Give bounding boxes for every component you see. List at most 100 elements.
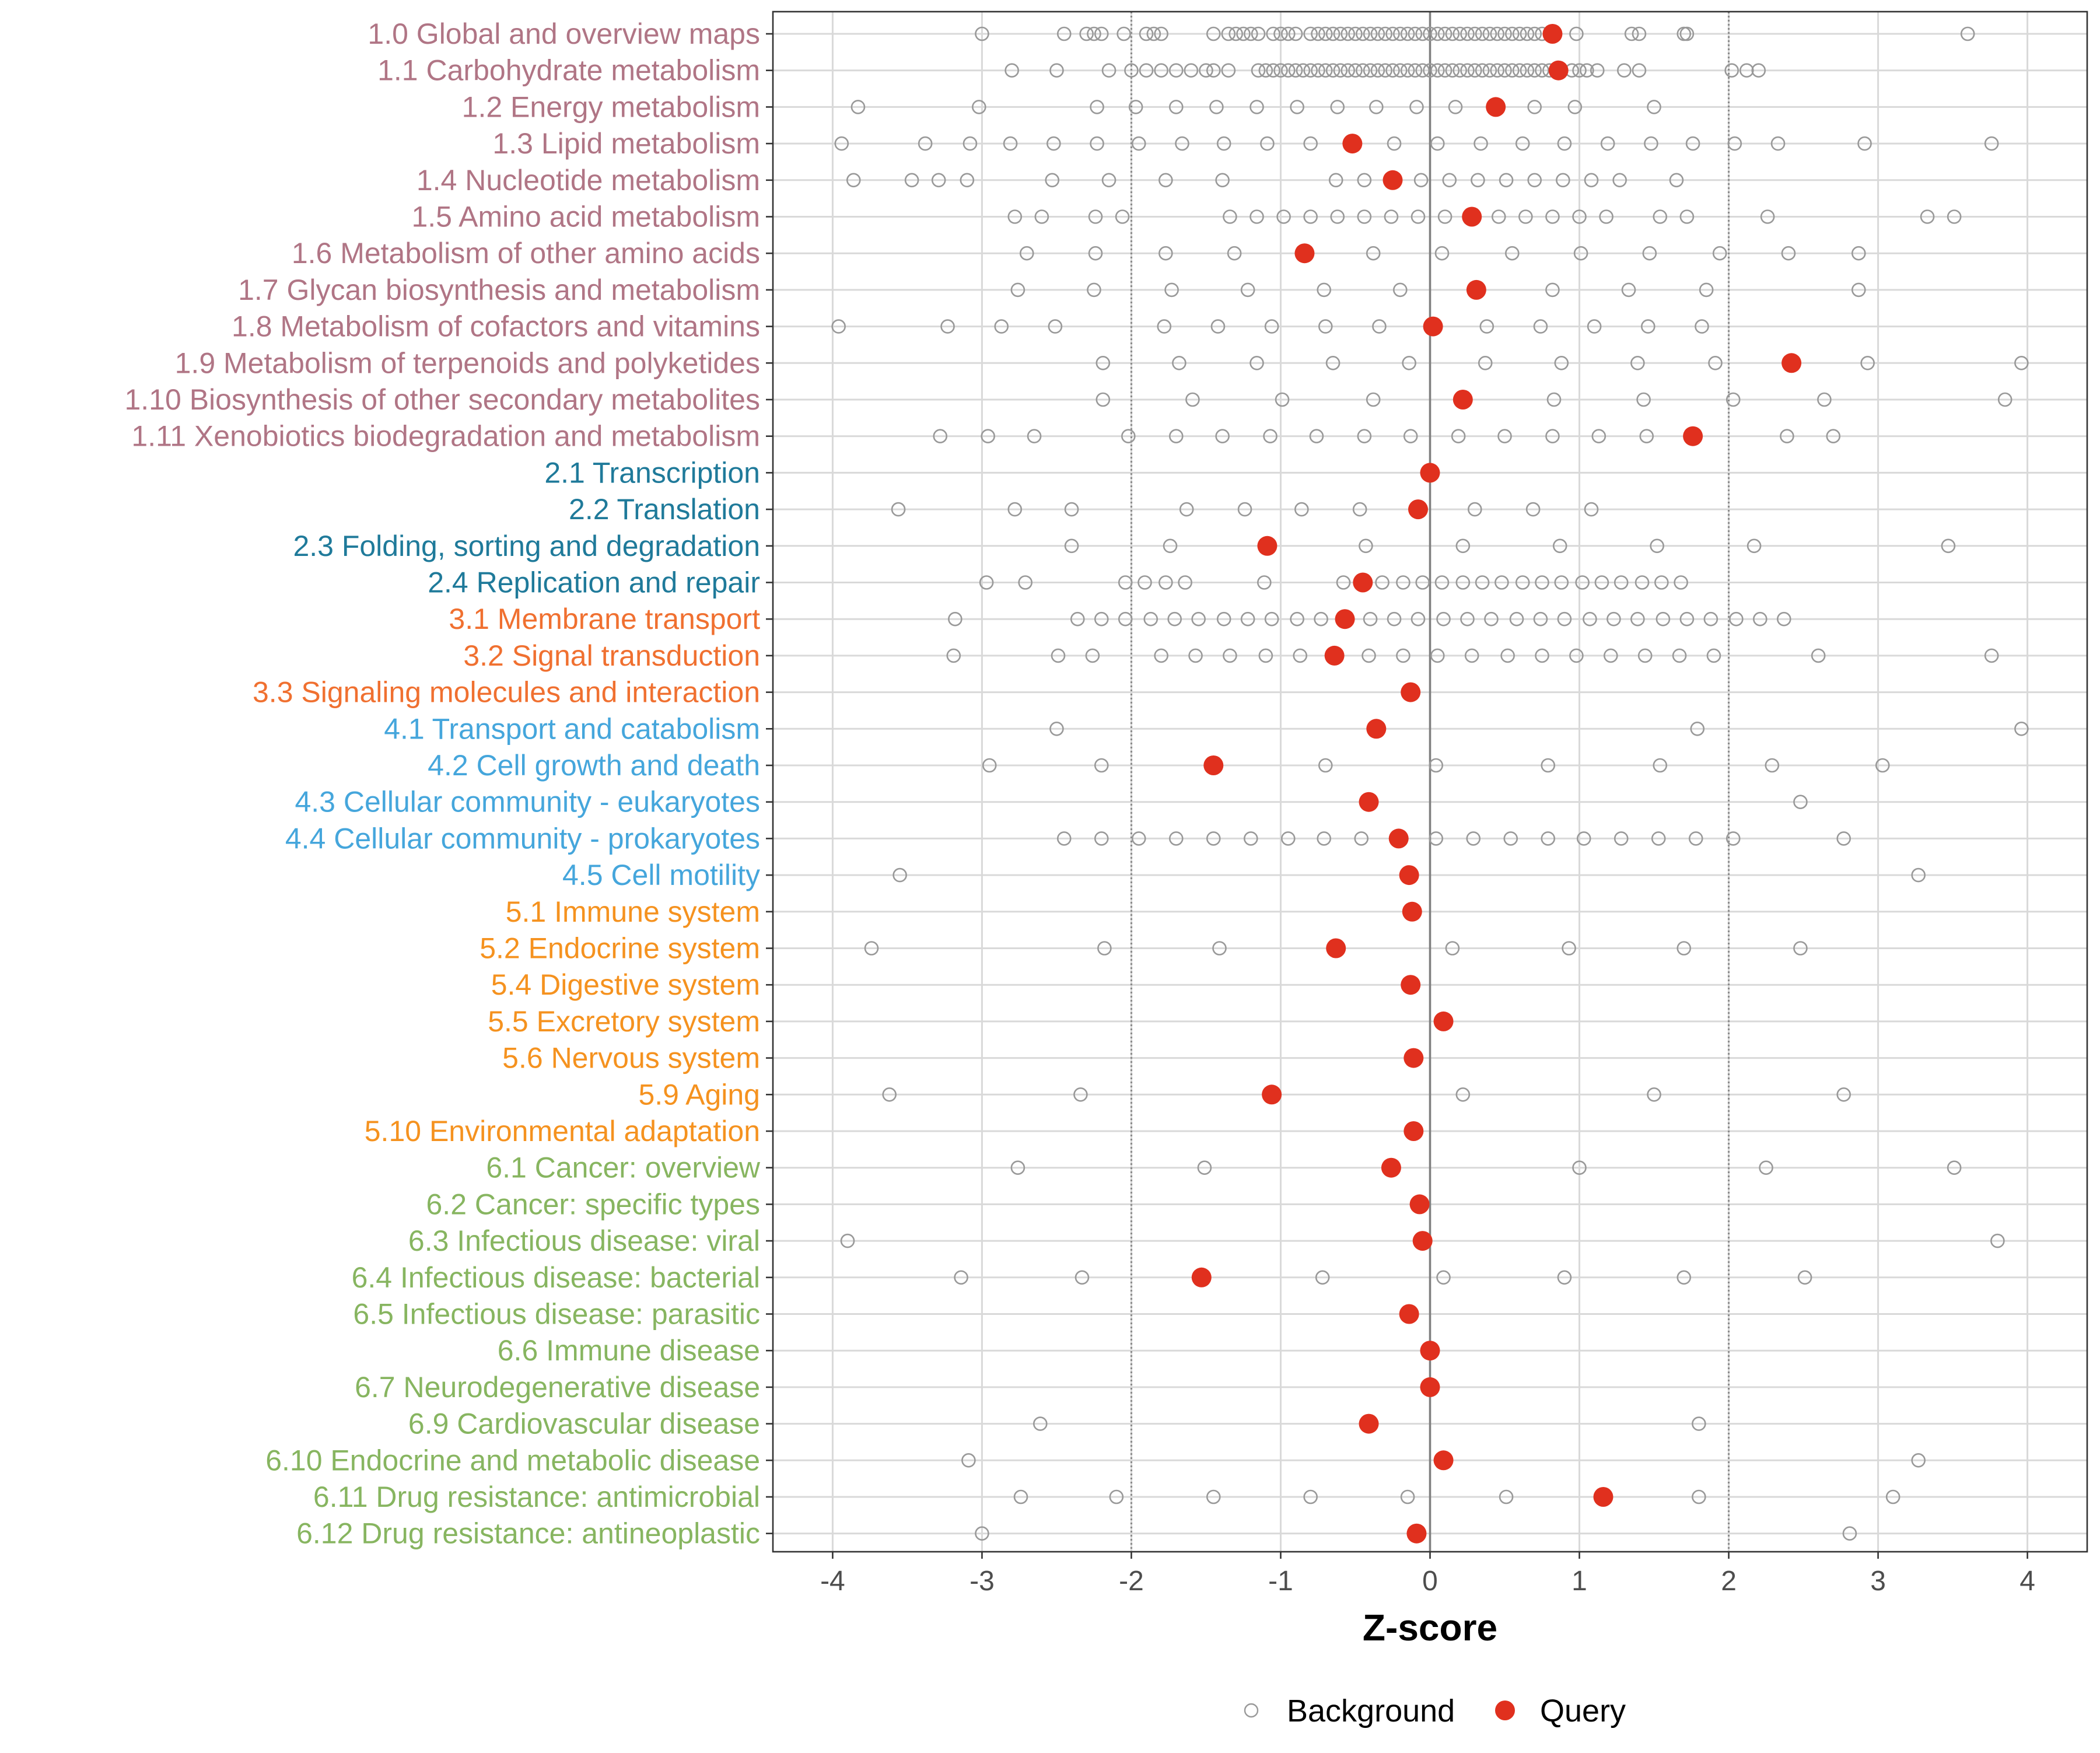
- query-point: [1402, 901, 1422, 922]
- background-point: [1699, 282, 1714, 298]
- background-point: [1452, 63, 1468, 78]
- background-point: [1101, 63, 1116, 78]
- background-point: [1960, 26, 1975, 41]
- background-point: [1527, 63, 1542, 78]
- background-point: [1212, 941, 1227, 956]
- background-point: [1352, 502, 1367, 517]
- background-point: [1191, 611, 1206, 627]
- background-point: [1303, 26, 1318, 41]
- y-tick-label: 4.4 Cellular community - prokaryotes: [285, 822, 760, 855]
- background-point: [1692, 1489, 1706, 1504]
- query-point: [1683, 426, 1703, 446]
- background-point: [1797, 1270, 1812, 1285]
- y-tick-label: 6.9 Cardiovascular disease: [408, 1408, 760, 1440]
- query-point: [1399, 1304, 1419, 1324]
- background-point: [1650, 538, 1664, 554]
- background-point: [1296, 63, 1311, 78]
- background-point: [1221, 26, 1236, 41]
- background-point: [1911, 1453, 1926, 1468]
- background-point: [931, 173, 946, 188]
- background-point: [1947, 209, 1962, 224]
- background-point: [1315, 1270, 1330, 1285]
- background-point: [1237, 502, 1252, 517]
- background-point: [1708, 355, 1723, 370]
- query-point: [1401, 975, 1421, 995]
- background-point: [1409, 100, 1424, 114]
- y-tick-label: 3.1 Membrane transport: [449, 603, 760, 635]
- background-point: [1167, 611, 1182, 627]
- background-point: [1572, 1160, 1587, 1175]
- background-point: [1599, 209, 1614, 224]
- background-point: [1614, 575, 1629, 590]
- background-point: [1724, 63, 1739, 78]
- background-point: [1415, 26, 1430, 41]
- background-point: [1090, 136, 1104, 151]
- background-point: [1168, 429, 1184, 444]
- background-point: [1387, 611, 1402, 627]
- background-point: [1264, 319, 1279, 334]
- query-point: [1359, 1413, 1379, 1434]
- background-point: [1679, 611, 1695, 627]
- background-point: [1475, 575, 1490, 590]
- background-point: [940, 319, 955, 334]
- background-point: [1624, 26, 1639, 41]
- y-tick-label: 3.3 Signaling molecules and interaction: [253, 676, 760, 709]
- background-point: [1474, 136, 1488, 151]
- query-point: [1401, 682, 1421, 702]
- query-point: [1486, 97, 1506, 117]
- background-point: [1124, 63, 1139, 78]
- background-point: [1303, 1489, 1318, 1504]
- background-point: [1101, 173, 1116, 188]
- x-tick-label: -4: [820, 1566, 845, 1597]
- background-point: [1280, 831, 1296, 846]
- y-axis: 1.0 Global and overview maps 1.1 Carbohyd…: [124, 18, 773, 1550]
- query-point: [1382, 170, 1403, 190]
- background-point: [1348, 26, 1363, 41]
- background-point: [1573, 246, 1588, 261]
- background-point: [1430, 26, 1445, 41]
- background-point: [1007, 502, 1023, 517]
- background-point: [979, 575, 994, 590]
- background-point: [1569, 26, 1584, 41]
- query-point: [1404, 1048, 1424, 1068]
- background-point: [1520, 26, 1535, 41]
- legend-query-label: Query: [1540, 1693, 1626, 1728]
- y-tick-label: 6.3 Infectious disease: viral: [408, 1224, 760, 1257]
- background-point: [1639, 429, 1654, 444]
- background-point: [1168, 831, 1184, 846]
- background-point: [1223, 648, 1237, 663]
- background-point: [1400, 26, 1415, 41]
- background-point: [1984, 136, 1999, 151]
- background-point: [1027, 429, 1042, 444]
- background-point: [1010, 1160, 1026, 1175]
- background-point: [1491, 209, 1506, 224]
- background-point: [1311, 26, 1325, 41]
- background-point: [1836, 1087, 1851, 1102]
- y-tick-label: 6.12 Drug resistance: antineoplastic: [296, 1517, 760, 1550]
- background-point: [831, 319, 846, 334]
- background-point: [1546, 392, 1562, 407]
- background-point: [1584, 502, 1599, 517]
- background-point: [963, 136, 978, 151]
- y-tick-label: 1.1 Carbohydrate metabolism: [377, 54, 760, 87]
- background-point: [1355, 63, 1370, 78]
- x-tick-label: 4: [2020, 1566, 2035, 1597]
- query-point: [1593, 1487, 1614, 1507]
- background-point: [882, 1087, 897, 1102]
- background-point: [1223, 209, 1237, 224]
- background-point: [1515, 136, 1530, 151]
- background-point: [1158, 575, 1173, 590]
- background-point: [1436, 611, 1451, 627]
- background-point: [1366, 246, 1381, 261]
- background-point: [1087, 26, 1101, 41]
- background-point: [1679, 209, 1695, 224]
- legend-background-label: Background: [1287, 1693, 1455, 1728]
- y-tick-label: 5.2 Endocrine system: [480, 932, 760, 965]
- background-point: [1118, 611, 1133, 627]
- background-point: [1410, 611, 1426, 627]
- background-point: [1074, 1270, 1090, 1285]
- query-point: [1342, 134, 1363, 154]
- background-point: [1317, 831, 1332, 846]
- background-point: [1653, 209, 1668, 224]
- query-point: [1353, 572, 1373, 593]
